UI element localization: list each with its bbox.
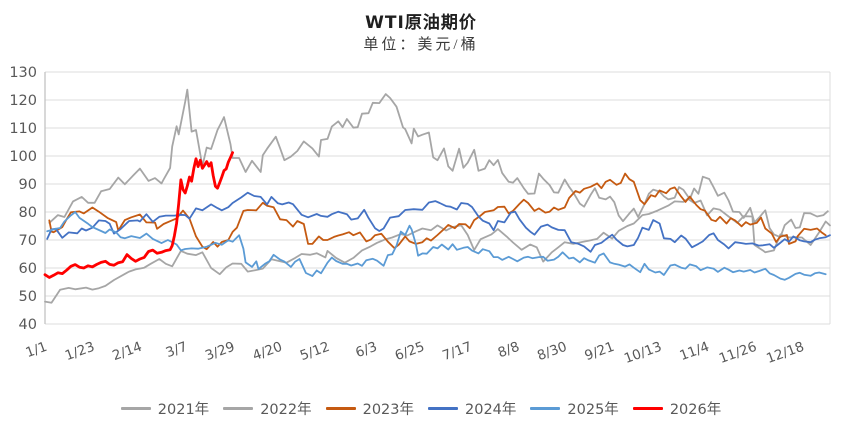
legend-label: 2024年 bbox=[465, 402, 517, 418]
series-line-2023年 bbox=[48, 172, 827, 251]
series-line-2021年 bbox=[44, 197, 831, 304]
gridlines bbox=[45, 71, 830, 325]
x-tick-label: 8/8 bbox=[496, 339, 522, 361]
x-tick-label: 3/29 bbox=[203, 339, 237, 364]
legend-label: 2021年 bbox=[157, 402, 210, 418]
legend-label: 2022年 bbox=[260, 402, 312, 418]
legend-line-swatch bbox=[428, 407, 458, 410]
y-tick-label: 70 bbox=[19, 233, 37, 249]
y-tick-label: 50 bbox=[19, 289, 37, 305]
legend-line-swatch bbox=[223, 407, 254, 410]
legend: 2021年 2022年 2023年 2024年 2025年 2026年 bbox=[0, 398, 842, 419]
legend-line-swatch bbox=[632, 406, 663, 411]
legend-line-swatch bbox=[120, 407, 151, 410]
y-tick-label: 60 bbox=[19, 261, 37, 277]
series-line-2022年 bbox=[48, 88, 829, 239]
y-tick-label: 130 bbox=[9, 65, 37, 81]
y-tick-label: 110 bbox=[9, 121, 37, 137]
legend-item-2026年: 2026年 bbox=[632, 398, 722, 419]
y-tick-label: 80 bbox=[19, 205, 37, 221]
x-tick-label: 7/17 bbox=[440, 339, 474, 364]
y-tick-label: 120 bbox=[9, 93, 37, 109]
x-tick-label: 2/14 bbox=[110, 339, 144, 364]
x-tick-label: 1/1 bbox=[23, 339, 49, 361]
x-axis-labels: 1/1 1/23 2/14 3/7 3/29 4/20 5/12 6/3 6/25 7/17 8/8… bbox=[23, 339, 806, 367]
x-tick-label: 5/12 bbox=[298, 339, 332, 364]
x-tick-label: 1/23 bbox=[63, 339, 97, 364]
x-tick-label: 3/7 bbox=[164, 339, 190, 361]
legend-line-swatch bbox=[530, 407, 561, 410]
series-line-2026年 bbox=[43, 151, 235, 279]
y-axis-labels: 40 50 60 70 80 90 100 110 120 130 bbox=[9, 65, 37, 333]
x-tick-label: 12/18 bbox=[764, 339, 806, 367]
x-tick-label: 11/26 bbox=[717, 339, 759, 367]
series-line-2024年 bbox=[46, 191, 831, 253]
series-line-2025年 bbox=[46, 211, 827, 281]
x-tick-label: 10/13 bbox=[622, 339, 664, 367]
legend-line-swatch bbox=[325, 407, 356, 410]
x-tick-label: 8/30 bbox=[535, 339, 569, 364]
chart-unit-subtitle: 单位：美元/桶 bbox=[363, 37, 479, 53]
x-tick-label: 6/3 bbox=[353, 339, 379, 361]
legend-label: 2025年 bbox=[567, 402, 619, 418]
legend-label: 2026年 bbox=[669, 402, 722, 418]
legend-item-2025年: 2025年 bbox=[530, 398, 619, 419]
x-tick-label: 6/25 bbox=[393, 339, 427, 364]
legend-item-2024年: 2024年 bbox=[428, 398, 516, 419]
x-tick-label: 11/4 bbox=[677, 339, 711, 364]
legend-item-2023年: 2023年 bbox=[325, 398, 414, 419]
y-tick-label: 40 bbox=[19, 317, 37, 333]
chart-title: WTI原油期价 bbox=[365, 13, 477, 33]
y-tick-label: 100 bbox=[9, 149, 37, 165]
y-tick-label: 90 bbox=[19, 177, 37, 193]
x-tick-label: 4/20 bbox=[250, 339, 284, 364]
legend-label: 2023年 bbox=[362, 402, 414, 418]
x-tick-label: 9/21 bbox=[583, 339, 617, 364]
legend-item-2022年: 2022年 bbox=[223, 398, 312, 419]
legend-item-2021年: 2021年 bbox=[120, 398, 210, 419]
